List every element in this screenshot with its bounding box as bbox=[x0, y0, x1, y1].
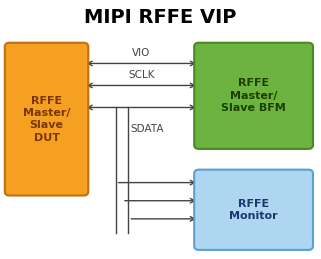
Text: RFFE
Monitor: RFFE Monitor bbox=[229, 199, 278, 221]
FancyBboxPatch shape bbox=[194, 170, 313, 250]
Text: MIPI RFFE VIP: MIPI RFFE VIP bbox=[84, 8, 237, 27]
Text: RFFE
Master/
Slave BFM: RFFE Master/ Slave BFM bbox=[221, 78, 286, 113]
Text: SDATA: SDATA bbox=[130, 124, 163, 134]
Text: SCLK: SCLK bbox=[128, 70, 154, 80]
Text: RFFE
Master/
Slave
DUT: RFFE Master/ Slave DUT bbox=[23, 96, 70, 143]
FancyBboxPatch shape bbox=[5, 43, 88, 196]
Text: VIO: VIO bbox=[132, 48, 151, 58]
FancyBboxPatch shape bbox=[194, 43, 313, 149]
